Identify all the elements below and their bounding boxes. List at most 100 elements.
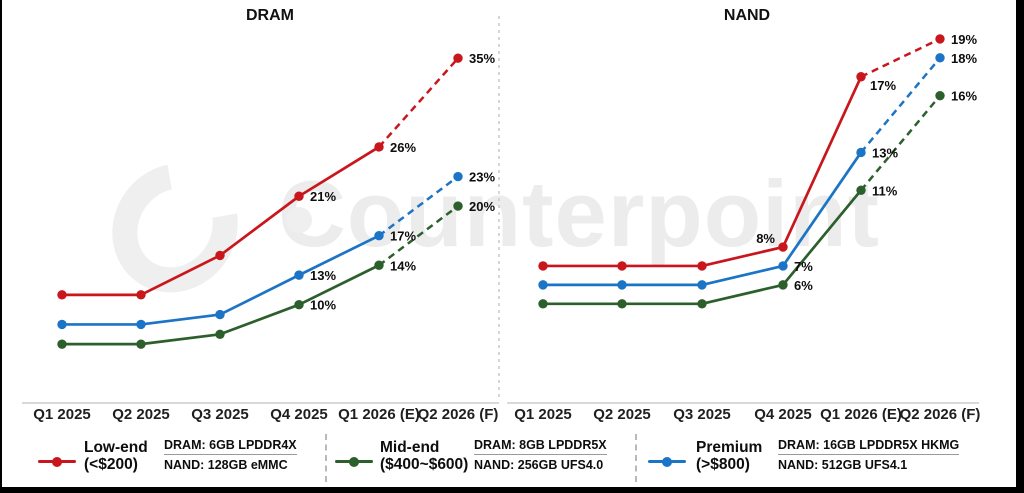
legend-separator [325, 434, 327, 482]
x-axis-label: Q1 2026 (E) [820, 406, 902, 423]
data-point [617, 299, 627, 309]
legend-separator [635, 434, 637, 482]
x-axis-label: Q2 2026 (F) [899, 406, 981, 423]
x-axis-label: Q3 2025 [191, 406, 249, 423]
data-label: 7% [794, 259, 813, 274]
data-point [136, 290, 146, 300]
legend-marker-premium [648, 456, 686, 467]
data-point [538, 261, 548, 271]
legend-specs-low-end: DRAM: 6GB LPDDR4X NAND: 128GB eMMC [164, 437, 297, 473]
data-point [374, 142, 384, 152]
data-point [215, 329, 225, 339]
data-label: 11% [872, 183, 898, 198]
data-label: 19% [951, 32, 977, 47]
data-point [136, 339, 146, 349]
x-axis-label: Q2 2026 (F) [417, 406, 499, 423]
chart-title-dram: DRAM [246, 7, 294, 24]
series-forecast-line-dram [378, 175, 459, 237]
data-point [374, 260, 384, 270]
x-axis-label: Q1 2026 (E) [338, 406, 420, 423]
x-axis-label: Q2 2025 [112, 406, 170, 423]
chart-title-nand: NAND [723, 7, 771, 24]
chart-canvas: 10% 14% 20% 13% 17% 23% 21% 26% 35% 6% 11% 16% 7% 13%… [22, 16, 979, 404]
data-point [778, 242, 788, 252]
data-point [453, 171, 463, 182]
legend-nand-spec: NAND: 128GB eMMC [164, 458, 288, 472]
data-label: 8% [756, 231, 775, 246]
x-axis-label: Q1 2025 [514, 406, 572, 423]
legend-nand-spec: NAND: 256GB UFS4.0 [474, 458, 604, 472]
data-point [453, 201, 463, 211]
data-label: 14% [390, 258, 416, 273]
data-point [215, 309, 225, 320]
series-forecast-line-dram [378, 57, 459, 148]
data-point [294, 191, 304, 201]
data-point [856, 185, 866, 195]
legend-dram-spec: DRAM: 8GB LPDDR5X [474, 438, 607, 452]
data-point [697, 299, 707, 309]
data-label: 13% [310, 268, 336, 283]
data-point [57, 339, 67, 349]
data-label: 17% [870, 78, 896, 93]
data-label: 10% [310, 298, 336, 313]
legend-nand-spec: NAND: 512GB UFS4.1 [778, 458, 908, 472]
data-point [856, 72, 866, 82]
x-axis-label: Q3 2025 [673, 406, 731, 423]
legend-range: ($400~$600) [380, 456, 469, 473]
x-axis-label: Q4 2025 [754, 406, 812, 423]
data-point [538, 280, 548, 290]
data-point [294, 270, 304, 280]
legend-dram-spec: DRAM: 16GB LPDDR5X HKMG [778, 438, 960, 452]
data-label: 13% [872, 145, 898, 160]
data-point [935, 53, 945, 63]
series-line-nand [543, 76, 863, 268]
spec-divider [164, 454, 297, 455]
data-label: 26% [390, 140, 416, 155]
series-forecast-line-dram [378, 205, 459, 267]
legend-specs-premium: DRAM: 16GB LPDDR5X HKMG NAND: 512GB UFS4… [778, 437, 960, 473]
data-point [374, 230, 384, 241]
legend-name-mid-end: Mid-end ($400~$600) [380, 439, 468, 473]
data-label: 18% [951, 51, 977, 66]
data-point [856, 147, 866, 158]
legend-specs-mid-end: DRAM: 8GB LPDDR5X NAND: 256GB UFS4.0 [474, 437, 607, 473]
spec-divider [778, 454, 960, 455]
data-point [617, 280, 627, 290]
data-label: 21% [310, 189, 336, 204]
x-axis-label: Q2 2025 [593, 406, 651, 423]
spec-divider [474, 454, 607, 455]
legend-name-premium: Premium (>$800) [696, 439, 762, 473]
data-point [697, 261, 707, 271]
data-point [453, 53, 463, 63]
legend-dram-spec: DRAM: 6GB LPDDR4X [164, 438, 297, 452]
data-label: 6% [794, 278, 813, 293]
legend-dot-icon [662, 456, 672, 467]
x-axis-label: Q1 2025 [33, 406, 91, 423]
data-label: 35% [469, 51, 495, 66]
data-point [778, 280, 788, 290]
data-point [57, 290, 67, 300]
legend-marker-mid-end [335, 456, 373, 467]
series-forecast-line-nand [860, 57, 941, 154]
data-point [617, 261, 627, 271]
data-point [215, 250, 225, 261]
legend-label: Mid-end [380, 439, 440, 456]
data-point [697, 280, 707, 290]
data-label: 23% [469, 170, 495, 185]
data-point [57, 319, 67, 330]
data-point [778, 261, 788, 271]
legend-marker-low-end [38, 456, 76, 467]
data-label: 16% [951, 89, 977, 104]
data-point [294, 300, 304, 310]
data-label: 20% [469, 199, 495, 214]
x-axis-label: Q4 2025 [270, 406, 328, 423]
legend-range: (<$200) [84, 456, 138, 473]
legend-dot-icon [52, 456, 62, 467]
data-point [136, 319, 146, 330]
series-forecast-line-nand [860, 94, 941, 192]
legend-dot-icon [349, 456, 359, 467]
series-forecast-line-nand [860, 37, 941, 78]
legend-name-low-end: Low-end (<$200) [84, 439, 148, 473]
data-point [935, 34, 945, 44]
